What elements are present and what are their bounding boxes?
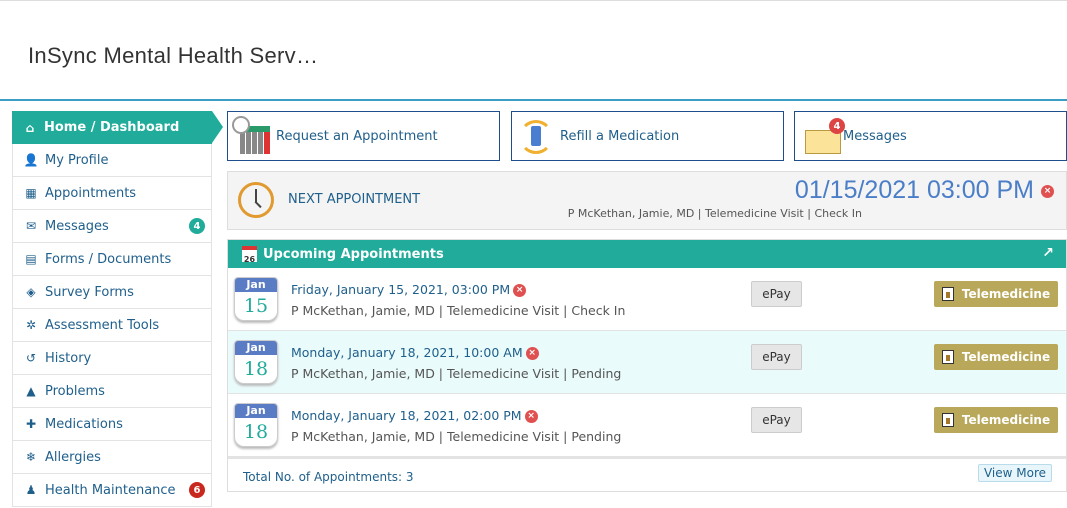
- external-link-icon[interactable]: ↗: [1042, 245, 1054, 261]
- upcoming-title: Upcoming Appointments: [263, 246, 444, 262]
- sidebar-item-problems[interactable]: ▲ Problems: [12, 375, 212, 408]
- upcoming-appointments-panel: 26 Upcoming Appointments ↗ Jan 15 Friday,…: [227, 239, 1067, 492]
- cancel-icon[interactable]: ×: [1041, 185, 1054, 198]
- upcoming-footer: Total No. of Appointments: 3 View More: [228, 457, 1066, 491]
- request-appointment-tile[interactable]: Request an Appointment: [227, 111, 500, 161]
- sidebar-item-assessment-tools[interactable]: ✲ Assessment Tools: [12, 309, 212, 342]
- cancel-icon[interactable]: ×: [513, 284, 527, 297]
- sidebar-item-medications[interactable]: ✚ Medications: [12, 408, 212, 441]
- home-icon: ⌂: [25, 120, 35, 135]
- next-appointment-datetime: 01/15/2021 03:00 PM: [794, 176, 1034, 204]
- calendar-clock-icon: [232, 116, 272, 156]
- file-icon: ▤: [25, 252, 37, 266]
- sidebar-item-label: History: [45, 350, 92, 366]
- appointment-details: P McKethan, Jamie, MD | Telemedicine Vis…: [291, 303, 626, 318]
- tv-icon: [941, 413, 954, 427]
- assessment-icon: ✲: [25, 318, 37, 332]
- appointment-row: Jan 18 Monday, January 18, 2021, 10:00 AM…: [228, 331, 1066, 394]
- sidebar-item-label: Survey Forms: [45, 284, 134, 300]
- sidebar-item-history[interactable]: ↺ History: [12, 342, 212, 375]
- total-appointments: Total No. of Appointments: 3: [243, 470, 414, 484]
- telemedicine-button[interactable]: Telemedicine: [934, 344, 1058, 370]
- sidebar-item-appointments[interactable]: ▦ Appointments: [12, 177, 212, 210]
- next-appointment-label: NEXT APPOINTMENT: [288, 192, 421, 207]
- epay-button[interactable]: ePay: [751, 407, 802, 433]
- upcoming-header: 26 Upcoming Appointments ↗: [228, 240, 1066, 268]
- health-maintenance-badge: 6: [189, 482, 205, 498]
- sidebar-item-allergies[interactable]: ❄ Allergies: [12, 441, 212, 474]
- telemedicine-button[interactable]: Telemedicine: [934, 407, 1058, 433]
- view-more-button[interactable]: View More: [977, 464, 1052, 482]
- sidebar-item-forms-documents[interactable]: ▤ Forms / Documents: [12, 243, 212, 276]
- appointment-details: P McKethan, Jamie, MD | Telemedicine Vis…: [291, 366, 622, 381]
- cancel-icon[interactable]: ×: [525, 347, 539, 360]
- calendar-date-icon: Jan 18: [234, 340, 278, 384]
- app-header: InSync Mental Health Serv…: [0, 0, 1067, 101]
- user-icon: 👤: [23, 153, 39, 167]
- app-title: InSync Mental Health Serv…: [28, 43, 319, 68]
- calendar-date-icon: Jan 18: [234, 403, 278, 447]
- calendar-icon: ▦: [25, 186, 37, 200]
- messages-tile[interactable]: 4 Messages: [794, 111, 1067, 161]
- sidebar-item-label: Allergies: [45, 449, 101, 465]
- history-icon: ↺: [25, 351, 37, 365]
- sidebar-item-label: Health Maintenance: [45, 482, 176, 498]
- medkit-icon: ✚: [25, 417, 37, 431]
- doctor-icon: ♟: [25, 483, 37, 497]
- tile-label: Messages: [843, 128, 907, 144]
- sidebar-item-messages[interactable]: ✉ Messages 4: [12, 210, 212, 243]
- epay-button[interactable]: ePay: [751, 344, 802, 370]
- sidebar-item-label: Appointments: [45, 185, 137, 201]
- messages-count-badge: 4: [829, 118, 845, 134]
- messages-badge: 4: [189, 218, 205, 234]
- calendar-icon: 26: [242, 246, 257, 264]
- sidebar-item-label: Problems: [45, 383, 105, 399]
- sidebar: ⌂ Home / Dashboard 👤 My Profile ▦ Appointme…: [12, 111, 223, 507]
- envelope-icon: 4: [799, 116, 845, 156]
- tile-label: Refill a Medication: [560, 128, 680, 144]
- tv-icon: [941, 287, 954, 301]
- sidebar-item-health-maintenance[interactable]: ♟ Health Maintenance 6: [12, 474, 212, 507]
- appointment-datetime[interactable]: Monday, January 18, 2021, 10:00 AM: [291, 345, 523, 360]
- appointment-row: Jan 18 Monday, January 18, 2021, 02:00 PM…: [228, 394, 1066, 457]
- appointment-datetime[interactable]: Friday, January 15, 2021, 03:00 PM: [291, 282, 511, 297]
- survey-icon: ◈: [26, 285, 36, 299]
- warning-icon: ▲: [26, 384, 36, 398]
- envelope-icon: ✉: [25, 219, 37, 233]
- refill-icon: [516, 116, 556, 156]
- clock-icon: [238, 182, 274, 218]
- next-appointment-panel: NEXT APPOINTMENT 01/15/2021 03:00 PM × P…: [227, 171, 1067, 230]
- sidebar-item-survey-forms[interactable]: ◈ Survey Forms: [12, 276, 212, 309]
- cancel-icon[interactable]: ×: [524, 410, 538, 423]
- sidebar-item-label: Assessment Tools: [45, 317, 160, 333]
- tile-label: Request an Appointment: [276, 128, 438, 144]
- sidebar-item-label: Messages: [45, 218, 109, 234]
- refill-medication-tile[interactable]: Refill a Medication: [511, 111, 784, 161]
- next-appointment-details: P McKethan, Jamie, MD | Telemedicine Vis…: [567, 207, 862, 220]
- sidebar-item-label: My Profile: [45, 152, 109, 168]
- appointment-details: P McKethan, Jamie, MD | Telemedicine Vis…: [291, 429, 622, 444]
- sidebar-item-label: Medications: [45, 416, 123, 432]
- snowflake-icon: ❄: [25, 450, 37, 464]
- telemedicine-button[interactable]: Telemedicine: [934, 281, 1058, 307]
- calendar-date-icon: Jan 15: [234, 277, 278, 321]
- sidebar-item-home[interactable]: ⌂ Home / Dashboard: [12, 111, 223, 144]
- epay-button[interactable]: ePay: [751, 281, 802, 307]
- appointment-datetime[interactable]: Monday, January 18, 2021, 02:00 PM: [291, 408, 522, 423]
- appointment-row: Jan 15 Friday, January 15, 2021, 03:00 PM…: [228, 268, 1066, 331]
- sidebar-item-label: Home / Dashboard: [44, 120, 180, 135]
- tv-icon: [941, 350, 954, 364]
- sidebar-item-label: Forms / Documents: [45, 251, 172, 267]
- sidebar-item-my-profile[interactable]: 👤 My Profile: [12, 144, 212, 177]
